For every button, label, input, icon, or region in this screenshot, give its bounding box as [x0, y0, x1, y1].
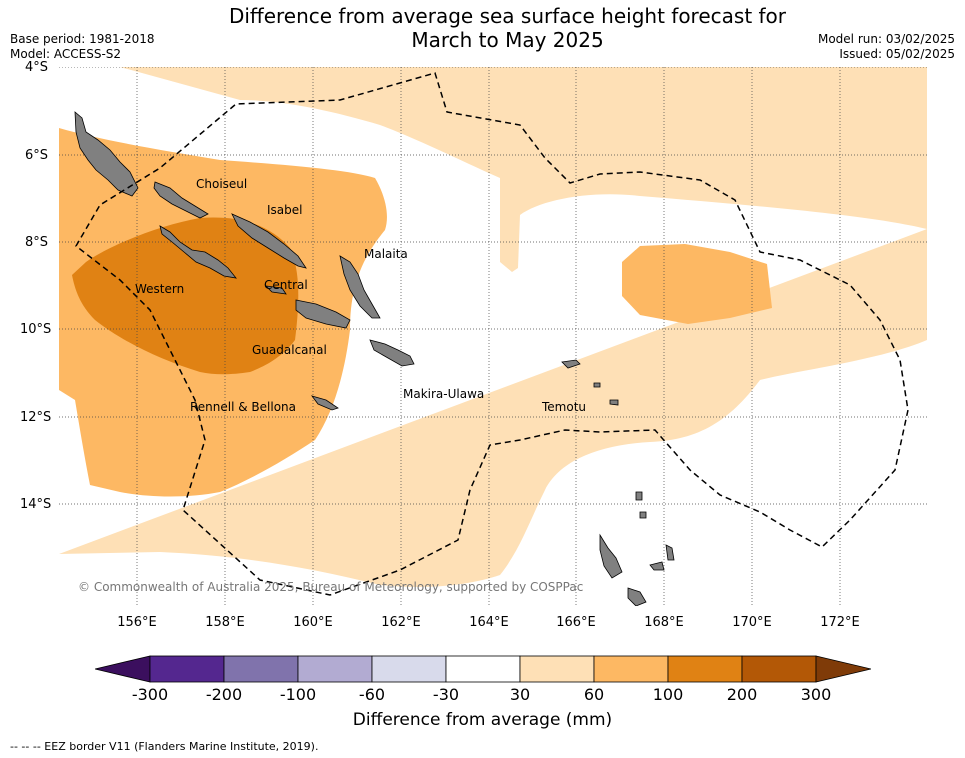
- lon-label-168e: 168°E: [644, 615, 684, 630]
- cb-tick-1: -200: [205, 685, 243, 704]
- colorbar-title: Difference from average (mm): [352, 710, 613, 730]
- lat-label-6s: 6°S: [25, 148, 49, 163]
- cb-segment-4: [371, 655, 447, 683]
- lon-label-170e: 170°E: [732, 615, 772, 630]
- cb-tick-4: -30: [432, 685, 460, 704]
- lat-label-8s: 8°S: [25, 235, 49, 250]
- cb-segment-5: [445, 655, 521, 683]
- colorbar: [95, 655, 871, 683]
- lon-label-164e: 164°E: [469, 615, 509, 630]
- label-central: Central: [264, 278, 308, 292]
- contour-60-100-east: [622, 244, 772, 324]
- cb-segment-3: [297, 655, 373, 683]
- island-new-georgia: [159, 225, 237, 279]
- cb-segment-8: [667, 655, 743, 683]
- cb-segment-1: [149, 655, 225, 683]
- copyright-notice: © Commonwealth of Australia 2025, Bureau…: [78, 580, 584, 594]
- island-makira: [369, 339, 415, 367]
- lat-label-14s: 14°S: [20, 497, 52, 512]
- cb-tick-3: -60: [358, 685, 386, 704]
- cb-segment-2: [223, 655, 299, 683]
- cb-tick-2: -100: [279, 685, 317, 704]
- lat-label-12s: 12°S: [20, 410, 52, 425]
- issued-date: Issued: 05/02/2025: [839, 47, 955, 61]
- cb-segment-6: [519, 655, 595, 683]
- lon-label-172e: 172°E: [820, 615, 860, 630]
- lon-label-166e: 166°E: [556, 615, 596, 630]
- eez-border: [75, 72, 909, 596]
- base-period: Base period: 1981-2018: [10, 32, 155, 46]
- meta-right: Model run: 03/02/2025 Issued: 05/02/2025: [818, 32, 955, 62]
- cb-extend-high: [815, 655, 871, 683]
- lat-label-10s: 10°S: [20, 322, 52, 337]
- lon-label-156e: 156°E: [117, 615, 157, 630]
- chart-title: Difference from average sea surface heig…: [0, 4, 965, 52]
- lon-label-160e: 160°E: [293, 615, 333, 630]
- island-vanuatu-5: [635, 491, 643, 501]
- island-rennell: [310, 395, 339, 411]
- lon-label-162e: 162°E: [381, 615, 421, 630]
- cb-extend-low: [95, 655, 151, 683]
- island-temotu-2: [593, 382, 601, 388]
- island-temotu-1: [561, 359, 581, 369]
- island-malaita: [339, 255, 381, 319]
- model-run: Model run: 03/02/2025: [817, 32, 955, 46]
- label-rennell-bellona: Rennell & Bellona: [190, 400, 297, 414]
- label-isabel: Isabel: [267, 203, 303, 217]
- contour-100-200: [72, 217, 299, 375]
- island-choiseul: [153, 181, 209, 219]
- graticule: [59, 67, 927, 606]
- island-isabel: [231, 213, 307, 269]
- cb-tick-0: -300: [131, 685, 169, 704]
- label-malaita: Malaita: [364, 247, 408, 261]
- lon-label-158e: 158°E: [205, 615, 245, 630]
- island-vanuatu-6: [639, 511, 647, 519]
- meta-left: Base period: 1981-2018 Model: ACCESS-S2: [10, 32, 155, 62]
- island-temotu-3: [609, 399, 619, 406]
- label-choiseul: Choiseul: [196, 177, 248, 191]
- cb-tick-5: 30: [509, 685, 531, 704]
- eez-legend-note: -- -- -- EEZ border V11 (Flanders Marine…: [10, 740, 319, 753]
- land-masses: [74, 111, 675, 606]
- label-western: Western: [135, 282, 185, 296]
- title-line-1: Difference from average sea surface heig…: [228, 4, 787, 28]
- model-name: Model: ACCESS-S2: [10, 47, 122, 61]
- label-temotu: Temotu: [542, 400, 587, 414]
- cb-tick-7: 100: [652, 685, 684, 704]
- contour-30-60: [59, 67, 927, 587]
- cb-tick-6: 60: [583, 685, 605, 704]
- island-vanuatu-1: [599, 533, 623, 579]
- cb-segment-7: [593, 655, 669, 683]
- label-makira-ulawa: Makira-Ulawa: [403, 387, 485, 401]
- island-vanuatu-3: [649, 561, 665, 571]
- cb-tick-8: 200: [726, 685, 758, 704]
- label-guadalcanal: Guadalcanal: [252, 343, 327, 357]
- island-guadalcanal: [295, 299, 351, 329]
- island-vanuatu-2: [627, 587, 647, 606]
- cb-segment-9: [741, 655, 817, 683]
- lat-label-4s: 4°S: [25, 60, 49, 75]
- island-central: [264, 285, 287, 295]
- island-vanuatu-4: [665, 544, 675, 561]
- map-plot: [59, 67, 927, 606]
- cb-tick-9: 300: [800, 685, 832, 704]
- island-bougainville: [74, 111, 139, 197]
- title-line-2: March to May 2025: [411, 28, 604, 52]
